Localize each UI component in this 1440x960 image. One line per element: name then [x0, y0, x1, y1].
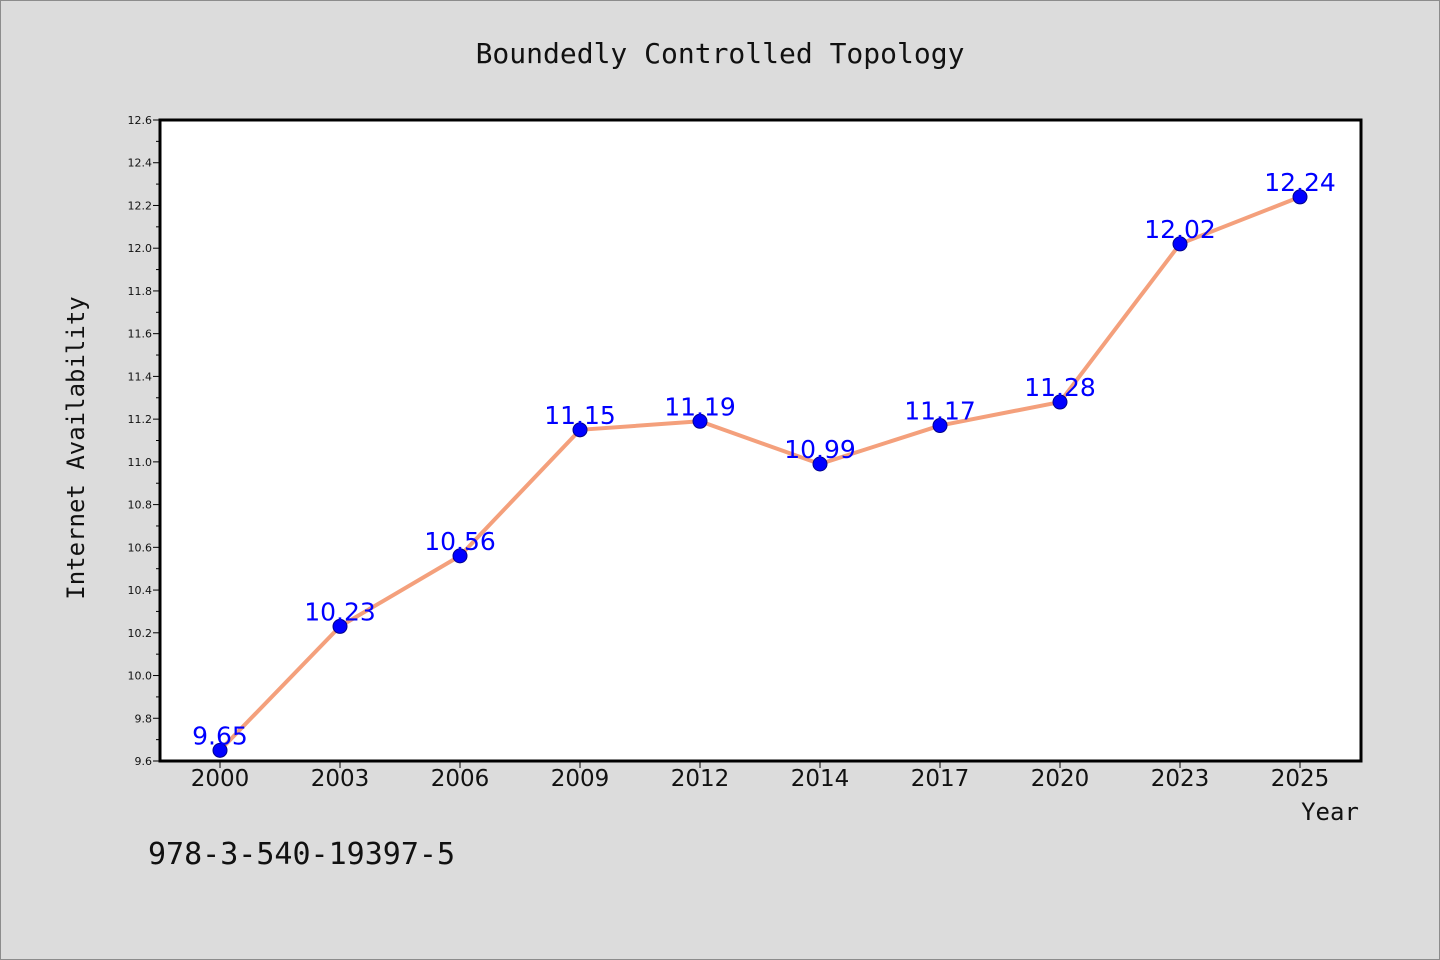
data-label: 10.23	[304, 597, 376, 626]
x-tick-label: 2003	[311, 766, 370, 792]
data-point	[692, 413, 708, 429]
data-point	[332, 618, 348, 634]
x-tick-label: 2023	[1151, 766, 1210, 792]
y-tick-label: 12.4	[128, 157, 153, 170]
y-tick-label: 10.2	[128, 627, 153, 640]
data-point	[212, 742, 228, 758]
data-point	[812, 456, 828, 472]
y-axis-label: Internet Availability	[62, 296, 90, 599]
data-label: 11.28	[1024, 373, 1096, 402]
y-tick-label: 10.6	[128, 541, 153, 554]
data-label: 11.19	[664, 392, 736, 421]
x-tick-label: 2006	[431, 766, 490, 792]
x-tick-label: 2025	[1271, 766, 1330, 792]
data-point	[572, 422, 588, 438]
isbn-annotation: 978-3-540-19397-5	[148, 837, 455, 872]
y-tick-label: 12.6	[128, 114, 153, 127]
y-tick-label: 11.0	[128, 456, 153, 469]
data-label: 11.17	[904, 397, 976, 426]
data-label: 12.24	[1264, 168, 1336, 197]
x-tick-label: 2012	[671, 766, 730, 792]
series-markers	[212, 189, 1308, 758]
data-label: 10.56	[424, 527, 496, 556]
y-tick-label: 10.0	[128, 670, 153, 683]
data-label: 10.99	[784, 435, 856, 464]
data-label: 11.15	[544, 401, 616, 430]
y-tick-label: 11.8	[128, 285, 153, 298]
data-point	[1052, 394, 1068, 410]
y-tick-label: 11.2	[128, 413, 153, 426]
plot-area	[158, 118, 1363, 763]
x-axis: 2000 2003 2006 2009 2012 2014 2017 2020 2023 2025	[191, 761, 1330, 792]
y-tick-label: 12.2	[128, 199, 153, 212]
y-tick-label: 11.4	[128, 370, 153, 383]
data-point	[932, 418, 948, 434]
y-tick-label: 9.8	[135, 712, 153, 725]
data-labels: 9.65 10.23 10.56 11.15 11.19 10.99 11.17 11.28 1…	[192, 168, 1336, 750]
data-point	[1292, 189, 1308, 205]
x-tick-label: 2009	[551, 766, 610, 792]
data-point	[452, 548, 468, 564]
y-tick-label: 10.4	[128, 584, 153, 597]
y-tick-label: 9.6	[135, 755, 153, 768]
y-tick-label: 10.8	[128, 499, 153, 512]
data-point	[1172, 236, 1188, 252]
x-axis-label: Year	[1301, 798, 1359, 826]
x-tick-label: 2014	[791, 766, 850, 792]
y-tick-label: 11.6	[128, 328, 153, 341]
series-line	[218, 195, 1301, 752]
x-tick-label: 2000	[191, 766, 250, 792]
y-axis: 9.6 9.8 10.0 10.2 10.4 10.6 10.8 11.0 11.2 11.4 11…	[128, 114, 160, 768]
x-tick-label: 2020	[1031, 766, 1090, 792]
chart-title: Boundedly Controlled Topology	[476, 37, 965, 70]
y-tick-label: 12.0	[128, 242, 153, 255]
x-tick-label: 2017	[911, 766, 970, 792]
data-label: 9.65	[192, 721, 248, 750]
data-label: 12.02	[1144, 215, 1216, 244]
